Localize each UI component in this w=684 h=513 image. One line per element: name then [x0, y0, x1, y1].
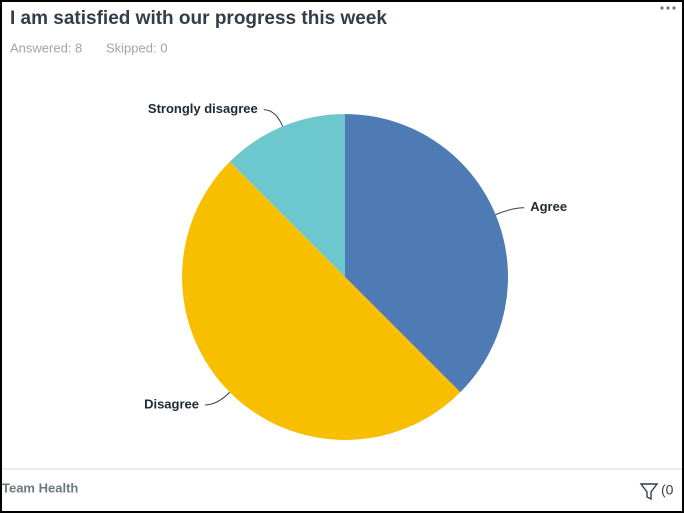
question-title: I am satisfied with our progress this we…: [10, 8, 387, 29]
leader-line: [495, 207, 525, 216]
pie-slice: [229, 114, 345, 277]
slice-label: Strongly disagree: [148, 101, 258, 116]
skipped-count: Skipped: 0: [106, 40, 167, 55]
slice-label: Disagree: [144, 396, 199, 411]
pie-slice: [182, 161, 461, 440]
menu-dots[interactable]: [660, 6, 676, 10]
leader-line: [205, 391, 231, 406]
filter-count[interactable]: (0: [661, 482, 674, 498]
answered-count: Answered: 8: [10, 40, 82, 55]
pie-slice: [345, 114, 508, 393]
leader-line: [263, 109, 284, 127]
pie-chart: Agree Disagree Strongly disagree: [144, 101, 567, 440]
slice-label: Agree: [530, 199, 567, 214]
footer-label: Team Health: [2, 480, 78, 495]
filter-icon[interactable]: [639, 483, 659, 501]
